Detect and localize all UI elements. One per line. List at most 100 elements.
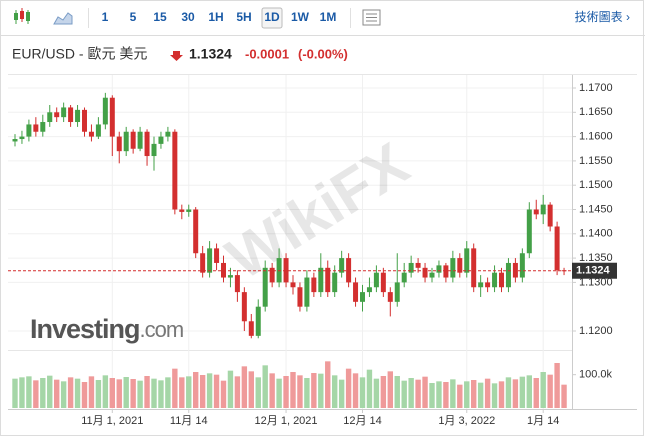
timeframe-button[interactable]: 1W: [291, 10, 310, 24]
volume-bar: [12, 378, 18, 408]
candle-body: [485, 282, 491, 288]
timeframe-button[interactable]: 1H: [208, 10, 223, 24]
candle-body: [436, 265, 442, 273]
timeframe-button[interactable]: 15: [153, 10, 167, 24]
x-tick-label: 12月 1, 2021: [255, 415, 318, 427]
candle-body: [325, 267, 331, 293]
timeframe-button[interactable]: 1M: [320, 10, 337, 24]
x-tick-label: 1月 14: [527, 415, 559, 427]
candle-body: [366, 287, 372, 293]
timeframe-button[interactable]: 30: [181, 10, 195, 24]
volume-bar: [186, 376, 192, 408]
volume-bar: [248, 371, 254, 408]
technical-chart-link[interactable]: 技術圖表 ›: [575, 10, 630, 24]
volume-bar: [464, 381, 470, 408]
volume-bar: [199, 375, 206, 408]
volume-bar: [554, 363, 560, 408]
candle-body: [526, 209, 532, 254]
volume-bar: [130, 379, 136, 408]
grid: [8, 75, 572, 409]
candle-body: [373, 272, 379, 288]
volume-bar: [283, 376, 289, 408]
volume-bar: [262, 365, 268, 408]
y-tick-label: 1.1600: [579, 131, 613, 143]
candle-body: [318, 267, 324, 293]
area-icon[interactable]: [53, 12, 73, 25]
volume-bar: [345, 368, 352, 408]
candle-body: [471, 248, 477, 288]
candle-body: [408, 262, 414, 273]
candle-body: [193, 209, 199, 254]
volume-bar: [519, 376, 526, 408]
candle-body: [75, 109, 81, 123]
axis-labels: 1.1200 1.1300 1.1350 1.1400 1.1450 1.1500 1.15…: [81, 82, 617, 427]
candle-body: [158, 136, 164, 144]
candle-body: [227, 275, 233, 278]
volume-bar: [290, 372, 296, 408]
volume-bar: [227, 370, 234, 408]
volume-bar: [561, 384, 567, 408]
volume-bar: [241, 366, 248, 408]
candle-body: [554, 226, 560, 271]
volume-bar: [477, 382, 484, 408]
candle-body: [151, 143, 157, 157]
change: -0.0001: [245, 46, 289, 61]
volume-bar: [380, 376, 387, 408]
volume-bar: [471, 380, 477, 408]
candle-body: [311, 277, 317, 293]
symbol: EUR/USD - 歐元 美元: [12, 46, 147, 62]
x-tick-label: 1月 3, 2022: [438, 415, 495, 427]
volume-bar: [179, 377, 185, 408]
volume-bar: [67, 377, 74, 408]
y-tick-label: 1.1500: [579, 179, 613, 191]
y-tick-label: 1.1650: [579, 106, 613, 118]
candle-body: [457, 258, 463, 273]
candle-body: [540, 204, 546, 215]
volume-bar: [206, 373, 213, 408]
candle-body: [33, 124, 39, 132]
candle-body: [109, 97, 115, 137]
y-tick-label: 1.1400: [579, 228, 613, 240]
volume-bar: [234, 376, 241, 408]
brand-logo: Investing.com: [30, 314, 183, 344]
candle-body: [499, 272, 504, 288]
candle-body: [519, 253, 525, 278]
candle-body: [19, 136, 25, 140]
candle-body: [102, 97, 108, 125]
volume-bar: [533, 378, 539, 408]
candle-body: [54, 112, 60, 118]
table-icon[interactable]: [362, 9, 381, 26]
candle-body: [172, 131, 178, 210]
volume-bar: [332, 375, 338, 408]
plot: [8, 92, 572, 408]
volume-bar: [457, 384, 463, 408]
volume-bar: [151, 378, 157, 408]
timeframe-button[interactable]: 1D: [264, 10, 280, 24]
timeframe-button[interactable]: 5: [130, 10, 137, 24]
volume-bar: [220, 380, 227, 408]
volume-bar: [116, 379, 122, 408]
candle-icon[interactable]: [14, 8, 30, 24]
candle-body: [262, 267, 268, 307]
candle-body: [492, 272, 498, 288]
volume-bar: [74, 378, 81, 408]
volume-bar: [498, 381, 505, 408]
candle-body: [116, 136, 122, 152]
candle-body: [186, 209, 192, 212]
volume-bar: [394, 376, 400, 408]
candle-body: [360, 292, 365, 302]
volume-bar: [415, 379, 421, 408]
volume-bar: [297, 375, 303, 408]
volume-bar: [158, 380, 164, 408]
candle-body: [130, 131, 136, 149]
candle-body: [304, 277, 310, 307]
candle-body: [61, 107, 67, 118]
timeframe-button[interactable]: 5H: [236, 10, 251, 24]
volume-bar: [40, 378, 46, 408]
timeframe-button[interactable]: 1: [102, 10, 109, 24]
candle-body: [401, 272, 407, 283]
candle-body: [283, 258, 289, 283]
candle-body: [297, 287, 303, 307]
change-percent: (-0.00%): [298, 46, 348, 61]
volume-bar: [359, 377, 366, 408]
